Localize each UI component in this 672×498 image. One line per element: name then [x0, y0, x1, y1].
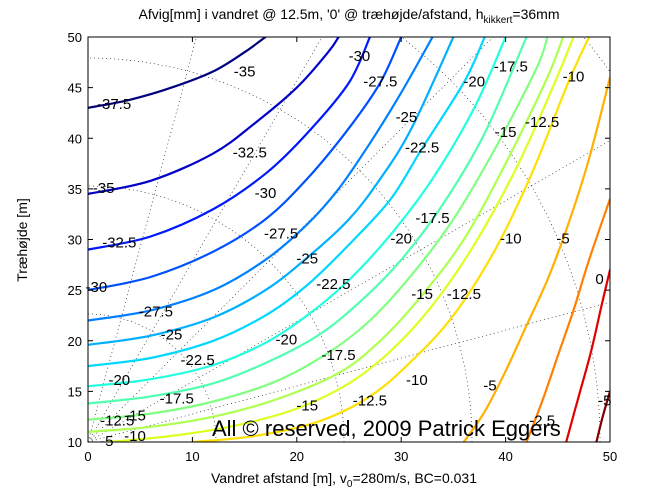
y-tick-label: 15 — [68, 384, 82, 399]
contour-label: -15 — [124, 408, 146, 425]
contour-label: -20 — [463, 74, 485, 91]
contour-line--12.5 — [88, 37, 565, 433]
contour-line--37.5 — [88, 37, 267, 109]
contour-label: -25 — [396, 109, 418, 126]
y-tick-label: 30 — [68, 233, 82, 248]
contour-label: -17.5 — [494, 58, 528, 75]
contour-label: -30 — [86, 279, 108, 296]
contour-label: -30 — [255, 185, 277, 202]
x-tick-label: 0 — [84, 449, 91, 464]
contour-label: -27.5 — [264, 225, 298, 242]
contour-label: -20 — [108, 372, 130, 389]
contour-label: -10 — [563, 68, 585, 85]
contour-label: -10 — [124, 428, 146, 445]
contour-line--5 — [462, 76, 610, 442]
chart-title: Afvig[mm] i vandret @ 12.5m, '0' @ træhø… — [138, 6, 559, 26]
chart-title-main: Afvig[mm] i vandret @ 12.5m, '0' @ træhø… — [138, 6, 483, 22]
grid-arc — [88, 185, 345, 442]
contour-label: -12.5 — [447, 286, 481, 303]
contour-label: -17.5 — [415, 210, 449, 227]
x-axis-label-subscript: 0 — [347, 479, 353, 490]
contour-label: -15 — [296, 398, 318, 415]
chart-title-subscript: kikkert — [484, 15, 513, 26]
contour-label: -25 — [161, 327, 183, 344]
plot-frame — [87, 36, 611, 443]
grid-ray — [88, 37, 323, 442]
contour-label: -10 — [406, 372, 428, 389]
contour-line--30 — [88, 37, 403, 292]
contour-line--10 — [107, 37, 575, 442]
contour-label: -5 — [556, 230, 569, 247]
contour-lines — [88, 37, 610, 442]
y-tick-label: 10 — [68, 435, 82, 450]
contour-label: -25 — [296, 251, 318, 268]
y-tick-label: 25 — [68, 283, 82, 298]
contour-line--20 — [88, 37, 507, 388]
contour-label: -5 — [483, 377, 496, 394]
contour-label: -22.5 — [316, 276, 350, 293]
x-axis-label-tail: =280m/s, BC=0.031 — [352, 470, 477, 486]
y-tick-label: 20 — [68, 334, 82, 349]
contour-label: -10 — [500, 230, 522, 247]
contour-label: -2.5 — [529, 413, 555, 430]
contour-label: -37.5 — [97, 96, 131, 113]
contour-label: -17.5 — [160, 390, 194, 407]
contour-label: -22.5 — [181, 352, 215, 369]
x-tick-label: 20 — [290, 449, 304, 464]
contour-label: -32.5 — [102, 235, 136, 252]
contour-line-2.5 — [595, 390, 610, 442]
contour-label: -12.5 — [100, 413, 134, 430]
contour-line-0 — [565, 268, 610, 442]
contour-label: -5 — [598, 392, 611, 409]
contour-line--22.5 — [88, 37, 486, 368]
contour-label: -12.5 — [353, 392, 387, 409]
y-tick-label: 40 — [68, 131, 82, 146]
contour-line--32.5 — [88, 37, 371, 251]
y-tick-label: 50 — [68, 30, 82, 45]
contour-label: -32.5 — [233, 144, 267, 161]
y-tick-label: 35 — [68, 182, 82, 197]
contour-labels: -37.5 -35 -30 -35 -32.5 -27.5 -25 -32.5 -30 -22.5… — [86, 48, 612, 450]
contour-label: -35 — [234, 63, 256, 80]
contour-line--25 — [88, 37, 455, 346]
contour-line--7.5 — [191, 37, 591, 442]
contour-label: -27.5 — [363, 74, 397, 91]
contour-label: -15 — [411, 286, 433, 303]
contour-label: -35 — [93, 180, 115, 197]
x-tick-label: 10 — [185, 449, 199, 464]
contour-line--15 — [88, 37, 549, 421]
contour-label: -15 — [495, 124, 517, 141]
x-tick-label: 40 — [498, 449, 512, 464]
x-axis-label-main: Vandret afstand [m], v — [211, 470, 347, 486]
x-tick-label: 30 — [394, 449, 408, 464]
contour-label: -20 — [390, 230, 412, 247]
x-tick-label: 50 — [603, 449, 617, 464]
contour-label: 0 — [595, 271, 603, 288]
contour-label: -20 — [276, 332, 298, 349]
contour-label: -5 — [100, 433, 113, 450]
x-axis-label: Vandret afstand [m], v0=280m/s, BC=0.031 — [211, 470, 477, 490]
copyright-watermark: All © reserved, 2009 Patrick Eggers — [212, 416, 561, 441]
contour-label: -12.5 — [525, 114, 559, 131]
contour-line--35 — [88, 37, 340, 195]
contour-label: -30 — [349, 48, 371, 65]
y-axis-label: Træhøjde [m] — [14, 198, 30, 282]
chart-title-tail: =36mm — [512, 6, 559, 22]
contour-line--2.5 — [525, 197, 610, 442]
contour-line--17.5 — [88, 37, 528, 405]
contour-label: -27.5 — [139, 303, 173, 320]
contour-label: -17.5 — [321, 347, 355, 364]
contour-label: -22.5 — [405, 139, 439, 156]
contour-line--27.5 — [88, 37, 434, 322]
y-tick-label: 45 — [68, 81, 82, 96]
